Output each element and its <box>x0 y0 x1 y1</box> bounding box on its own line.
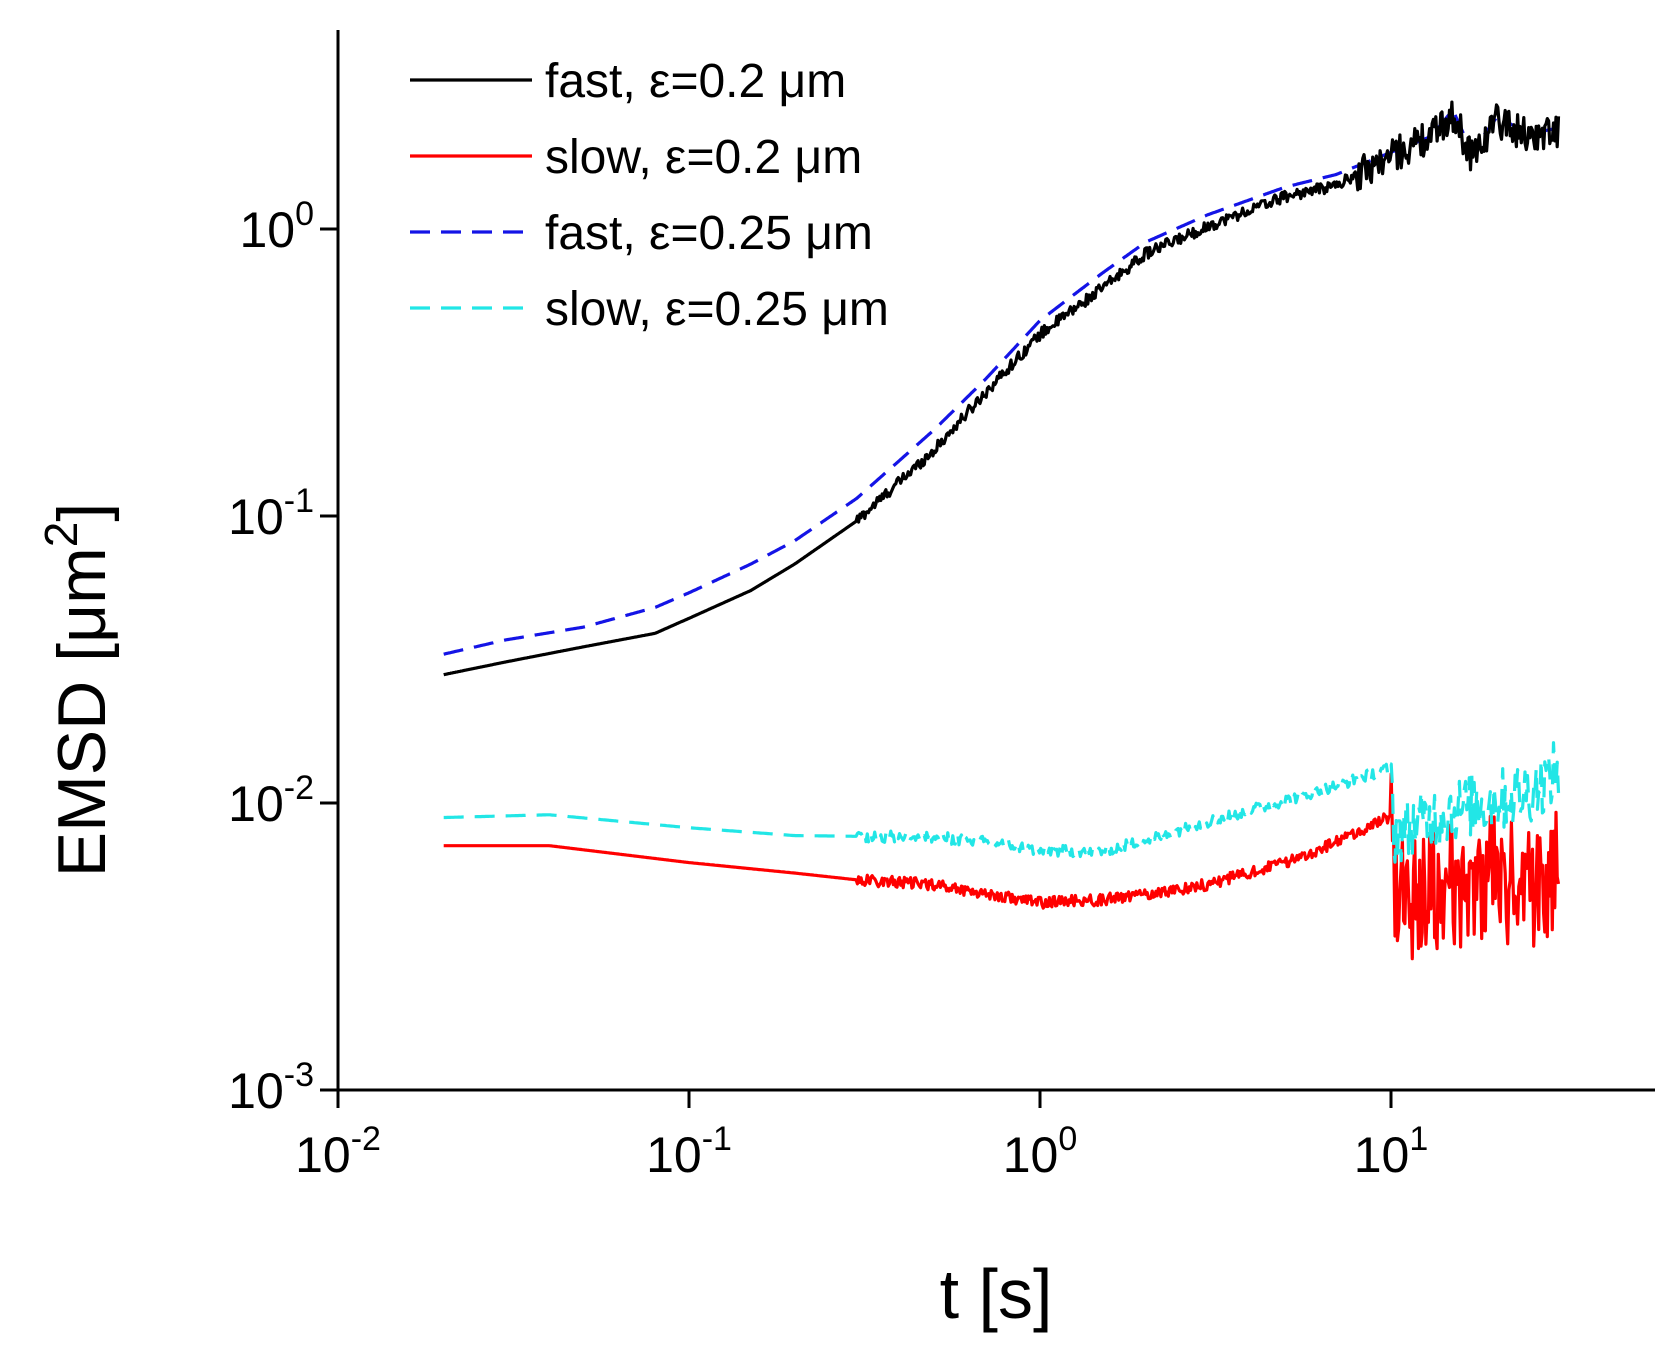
y-axis-label-main: EMSD [μm <box>44 547 120 877</box>
x-tick-base: 10 <box>1354 1127 1410 1183</box>
series-line-1 <box>443 772 1561 961</box>
x-axis-label: t [s] <box>940 1255 1053 1333</box>
series-line-3 <box>443 741 1561 864</box>
y-axis-label-sup: 2 <box>35 522 87 548</box>
y-tick-base: 10 <box>228 1063 284 1119</box>
x-tick-exp: 0 <box>1058 1120 1077 1158</box>
legend: fast, ε=0.2 μm slow, ε=0.2 μm fast, ε=0.25… <box>410 55 889 336</box>
x-tick-label: 101 <box>1354 1120 1429 1183</box>
y-tick-label: 100 <box>239 195 314 258</box>
y-tick-exp: -2 <box>284 769 314 807</box>
x-tick-exp: -1 <box>702 1120 732 1158</box>
y-tick-label: 10-1 <box>228 482 314 545</box>
y-tick-label: 10-2 <box>228 769 314 832</box>
x-tick-base: 10 <box>646 1127 702 1183</box>
y-tick-base: 10 <box>228 776 284 832</box>
x-tick-label: 100 <box>1003 1120 1078 1183</box>
y-axis-label-close: ] <box>44 503 120 522</box>
series-layer <box>443 100 1561 961</box>
x-tick-label: 10-1 <box>646 1120 732 1183</box>
x-tick-label: 10-2 <box>295 1120 381 1183</box>
legend-label: fast, ε=0.2 μm <box>545 55 846 108</box>
series-line-0 <box>443 100 1561 677</box>
y-tick-exp: 0 <box>295 195 314 233</box>
x-tick-exp: -2 <box>351 1120 381 1158</box>
y-tick-label: 10-3 <box>228 1056 314 1119</box>
legend-label: slow, ε=0.2 μm <box>545 131 862 184</box>
series-line-2 <box>443 109 1559 656</box>
legend-label: fast, ε=0.25 μm <box>545 207 873 260</box>
x-tick-exp: 1 <box>1409 1120 1428 1158</box>
y-tick-base: 10 <box>228 489 284 545</box>
y-tick-exp: -3 <box>284 1056 314 1094</box>
y-tick-base: 10 <box>239 202 295 258</box>
legend-label: slow, ε=0.25 μm <box>545 283 889 336</box>
y-axis-label: EMSD [μm2] <box>35 503 120 878</box>
x-tick-base: 10 <box>1003 1127 1059 1183</box>
x-tick-base: 10 <box>295 1127 351 1183</box>
y-tick-exp: -1 <box>284 482 314 520</box>
